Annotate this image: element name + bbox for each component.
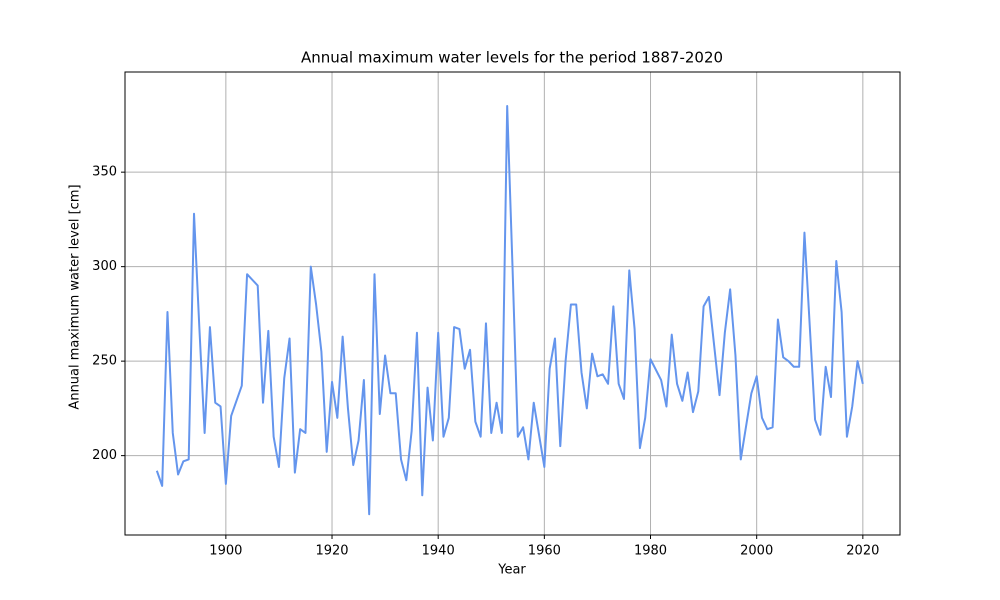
y-tick-label: 300	[92, 259, 117, 274]
x-tick-label: 1920	[315, 544, 348, 559]
y-tick-label: 250	[92, 354, 117, 369]
plot-frame	[124, 71, 901, 536]
y-tick-label: 200	[92, 448, 117, 463]
chart-title: Annual maximum water levels for the peri…	[301, 49, 723, 67]
x-tick-label: 2000	[740, 544, 773, 559]
x-tick-label: 1960	[528, 544, 561, 559]
data-line	[155, 105, 864, 516]
y-axis-label: Annual maximum water level [cm]	[68, 184, 83, 409]
x-tick-label: 2020	[846, 544, 879, 559]
x-tick-label: 1940	[422, 544, 455, 559]
y-tick-label: 350	[92, 165, 117, 180]
x-tick-label: 1900	[209, 544, 242, 559]
x-axis-label: Year	[497, 563, 526, 578]
x-tick-label: 1980	[634, 544, 667, 559]
